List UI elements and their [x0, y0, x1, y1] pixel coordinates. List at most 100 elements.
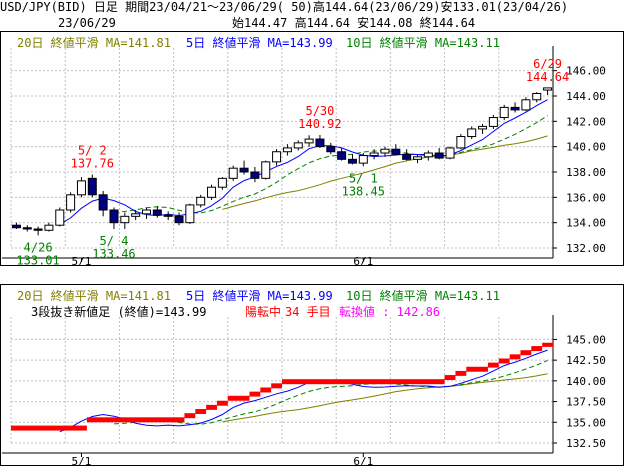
y-tick-label: 140.00: [566, 375, 606, 388]
ma20-line: [222, 373, 548, 423]
candle-body: [369, 152, 379, 157]
candle-body: [543, 87, 553, 91]
annotation-date: 5/ 1: [349, 171, 378, 185]
ma5-line: [59, 99, 548, 225]
candle-body: [402, 153, 412, 160]
annotation-value: 137.76: [71, 157, 114, 171]
brick: [444, 375, 456, 381]
annotation-date: 5/30: [305, 104, 334, 118]
y-tick-label: 132.50: [566, 437, 606, 450]
brick: [455, 370, 467, 376]
candle-body: [434, 152, 444, 159]
brick: [271, 383, 282, 389]
annotation-date: 5/ 4: [100, 234, 129, 248]
ma20-line: [222, 135, 548, 210]
candle-body: [207, 186, 217, 198]
candle-body: [217, 177, 227, 188]
candle-body: [22, 227, 32, 230]
x-tick-label: 6/1: [353, 255, 373, 265]
candle-body: [380, 148, 390, 154]
brick: [466, 366, 488, 372]
brick: [487, 362, 499, 368]
y-tick-label: 138.00: [566, 166, 606, 179]
candle-body: [413, 156, 422, 160]
candle-body: [196, 196, 206, 206]
brick: [86, 417, 185, 423]
price-panel: 20日 終値平滑 MA=141.81 5日 終値平滑 MA=143.99 10日…: [0, 31, 624, 266]
candle-body: [11, 224, 21, 229]
brick: [216, 400, 228, 406]
legend-ma5: 5日 終値平滑 MA=143.99: [186, 289, 333, 303]
candle-body: [347, 158, 357, 164]
brick: [520, 350, 532, 356]
annotation-date: 6/29: [533, 57, 562, 71]
candle-body: [488, 117, 498, 127]
candle-body: [174, 215, 184, 224]
brick: [542, 342, 553, 347]
annotation-value: 144.64: [526, 70, 569, 84]
brick: [509, 354, 521, 360]
candle-body: [87, 177, 97, 196]
y-tick-label: 142.00: [566, 115, 606, 128]
candle-body: [315, 138, 325, 148]
y-tick-label: 135.00: [566, 416, 606, 429]
legend-ma20: 20日 終値平滑 MA=141.81: [17, 289, 171, 303]
sanbon-close: 3段抜き新値足 (終値)=143.99: [31, 305, 207, 319]
annotation-date: 4/26: [24, 240, 53, 254]
candle-body: [131, 213, 141, 217]
candle-body: [44, 224, 54, 231]
candle-body: [326, 146, 336, 153]
annotation-value: 133.01: [16, 253, 59, 265]
y-tick-label: 145.00: [566, 333, 606, 346]
brick: [531, 346, 543, 352]
sanbon-turn: 転換値 : 142.86: [339, 305, 441, 319]
candle-body: [55, 209, 65, 226]
annotation-value: 138.45: [342, 184, 385, 198]
chart-header-date: 23/06/29: [58, 16, 116, 30]
y-tick-label: 136.00: [566, 191, 606, 204]
brick: [249, 391, 261, 397]
ma10-line: [113, 360, 548, 425]
candle-body: [282, 147, 292, 153]
candle-body: [98, 194, 108, 211]
candle-body: [423, 152, 433, 158]
candle-body: [510, 106, 520, 111]
candle-body: [445, 147, 455, 159]
brick: [260, 387, 272, 393]
candle-body: [478, 125, 488, 130]
candle-body: [456, 136, 466, 149]
candle-body: [250, 171, 260, 179]
candle-body: [163, 214, 173, 217]
brick-panel: 20日 終値平滑 MA=141.81 5日 終値平滑 MA=143.99 10日…: [0, 284, 624, 466]
brick: [206, 404, 217, 410]
y-tick-label: 142.50: [566, 354, 606, 367]
y-tick-label: 137.50: [566, 396, 606, 409]
annotation-date: 5/ 2: [78, 144, 107, 158]
chart-header-period: USD/JPY(BID) 日足 期間23/04/21～23/06/29( 50)…: [0, 0, 569, 14]
legend-ma10: 10日 終値平滑 MA=143.11: [346, 289, 500, 303]
brick: [184, 413, 196, 419]
candle-body: [358, 155, 368, 164]
brick: [498, 358, 510, 364]
candle-body: [109, 209, 119, 224]
candle-body: [76, 180, 86, 196]
candle-body: [532, 92, 542, 101]
x-tick-label: 5/1: [72, 455, 92, 465]
ma5-line: [59, 349, 548, 433]
y-tick-label: 144.00: [566, 90, 606, 103]
y-tick-label: 132.00: [566, 242, 606, 255]
brick: [227, 395, 250, 401]
brick-chart: 145.00 142.50 140.00 137.50 135.00 132.50 5/1 6…: [2, 315, 606, 465]
sanbon-state: 陽転中: [245, 305, 282, 319]
legend-ma20: 20日 終値平滑 MA=141.81: [17, 36, 171, 50]
candle-body: [293, 142, 303, 149]
annotation-value: 133.46: [92, 247, 135, 261]
candle-body: [142, 209, 151, 215]
y-tick-label: 146.00: [566, 65, 606, 78]
brick: [282, 379, 445, 385]
y-tick-label: 134.00: [566, 217, 606, 230]
candle-body: [391, 148, 401, 155]
candle-body: [337, 151, 347, 160]
candle-body: [239, 167, 249, 173]
candle-body: [467, 128, 477, 138]
